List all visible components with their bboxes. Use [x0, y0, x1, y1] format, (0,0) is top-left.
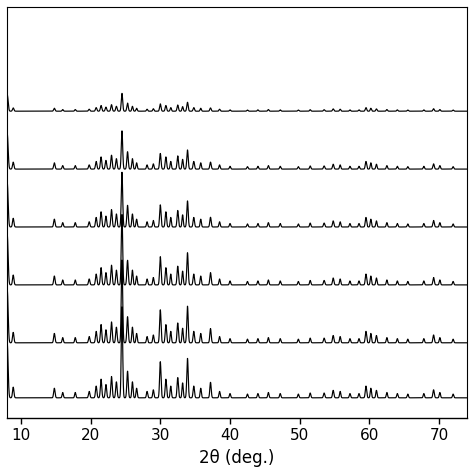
X-axis label: 2θ (deg.): 2θ (deg.) — [199, 449, 275, 467]
